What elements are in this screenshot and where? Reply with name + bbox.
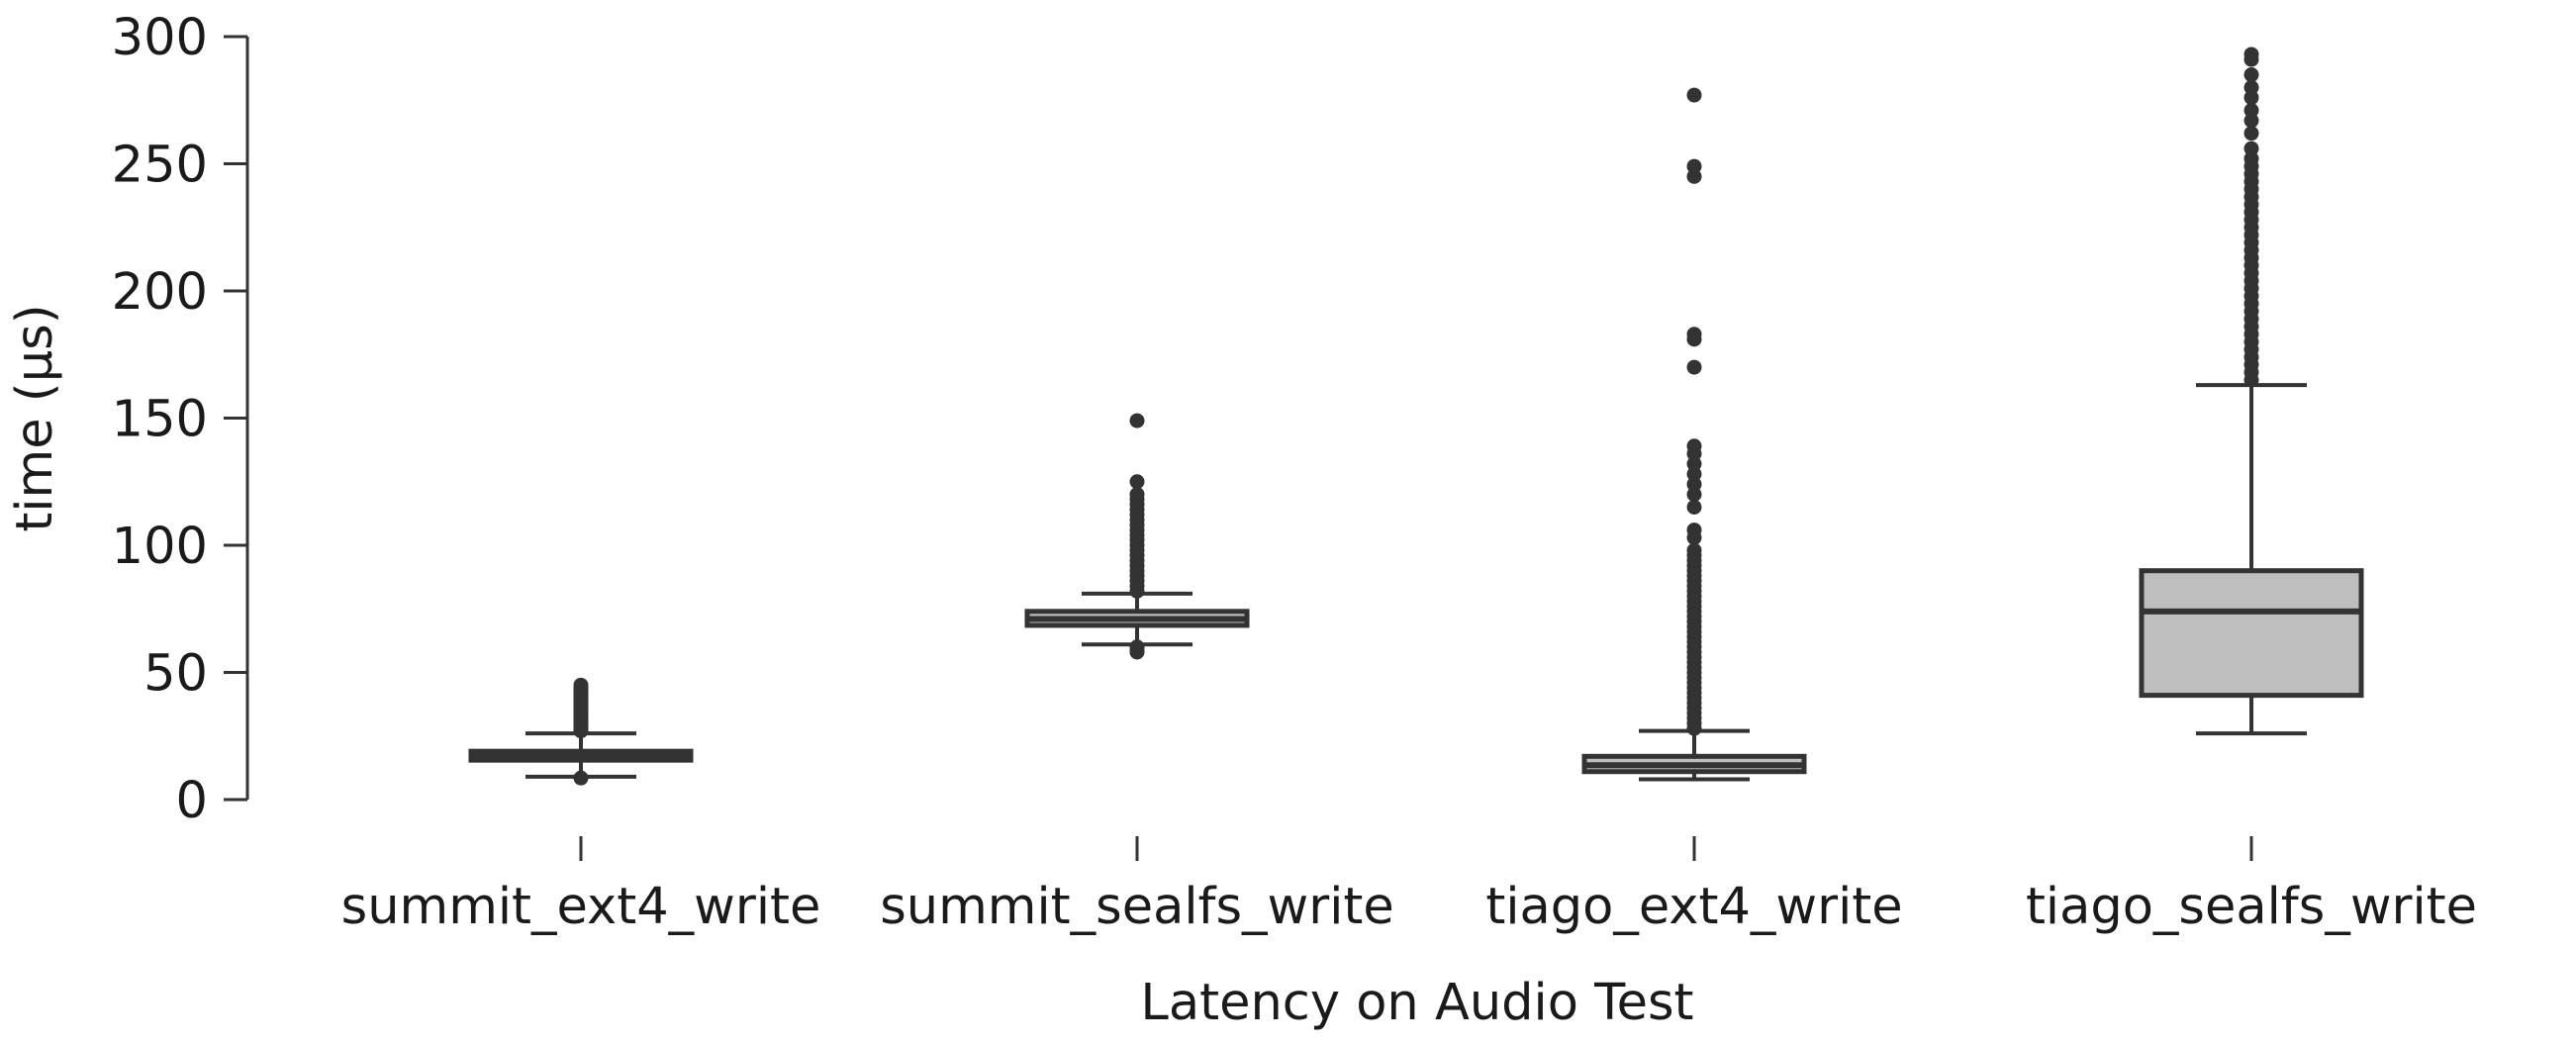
y-axis-title: time (µs) — [6, 304, 64, 531]
box-group — [2139, 47, 2364, 736]
plot-area — [468, 47, 2364, 786]
outlier-point — [573, 677, 589, 693]
outlier-point — [1686, 359, 1702, 375]
x-axis: summit_ext4_write summit_sealfs_write tiag… — [341, 836, 2477, 936]
x-tick-label: tiago_sealfs_write — [2026, 878, 2477, 936]
outlier-point — [1686, 327, 1702, 342]
outlier-point — [1686, 499, 1702, 515]
outlier-point — [1686, 87, 1702, 103]
outlier-point — [1129, 639, 1145, 655]
y-tick-label: 300 — [112, 9, 208, 67]
outlier-point — [1686, 158, 1702, 174]
outlier-point — [1686, 542, 1702, 558]
outlier-point — [2243, 79, 2259, 95]
box-group — [1581, 87, 1807, 782]
x-axis-title: Latency on Audio Test — [1140, 974, 1693, 1032]
outlier-point — [2243, 103, 2259, 119]
iqr-box — [2139, 568, 2364, 699]
box-group — [468, 677, 694, 786]
outlier-point — [2243, 47, 2259, 62]
outlier-point — [2243, 67, 2259, 83]
outlier-point — [1686, 456, 1702, 472]
x-tick-label: summit_sealfs_write — [880, 878, 1394, 936]
outlier-point — [2243, 141, 2259, 156]
y-tick-label: 150 — [112, 391, 208, 449]
outlier-point — [1686, 438, 1702, 454]
outlier-point — [1686, 476, 1702, 492]
x-tick-label: tiago_ext4_write — [1485, 878, 1902, 936]
outlier-point — [2243, 150, 2259, 166]
outlier-point — [1686, 487, 1702, 503]
outlier-point — [1129, 487, 1145, 503]
outlier-point — [2243, 90, 2259, 106]
box-group — [1024, 413, 1250, 660]
outlier-point — [573, 770, 589, 786]
y-tick-label: 50 — [143, 645, 208, 704]
outlier-point — [1686, 168, 1702, 184]
outlier-point — [1686, 522, 1702, 538]
y-tick-label: 100 — [112, 518, 208, 576]
outlier-point — [1686, 466, 1702, 482]
outlier-point — [1129, 474, 1145, 490]
outlier-point — [1129, 413, 1145, 428]
y-tick-label: 200 — [112, 263, 208, 322]
outlier-point — [2243, 113, 2259, 129]
x-tick-label: summit_ext4_write — [341, 878, 821, 936]
y-axis: 0 50 100 150 200 250 300 — [112, 9, 249, 830]
y-tick-label: 250 — [112, 137, 208, 195]
y-tick-label: 0 — [176, 772, 208, 830]
outlier-point — [2243, 126, 2259, 142]
